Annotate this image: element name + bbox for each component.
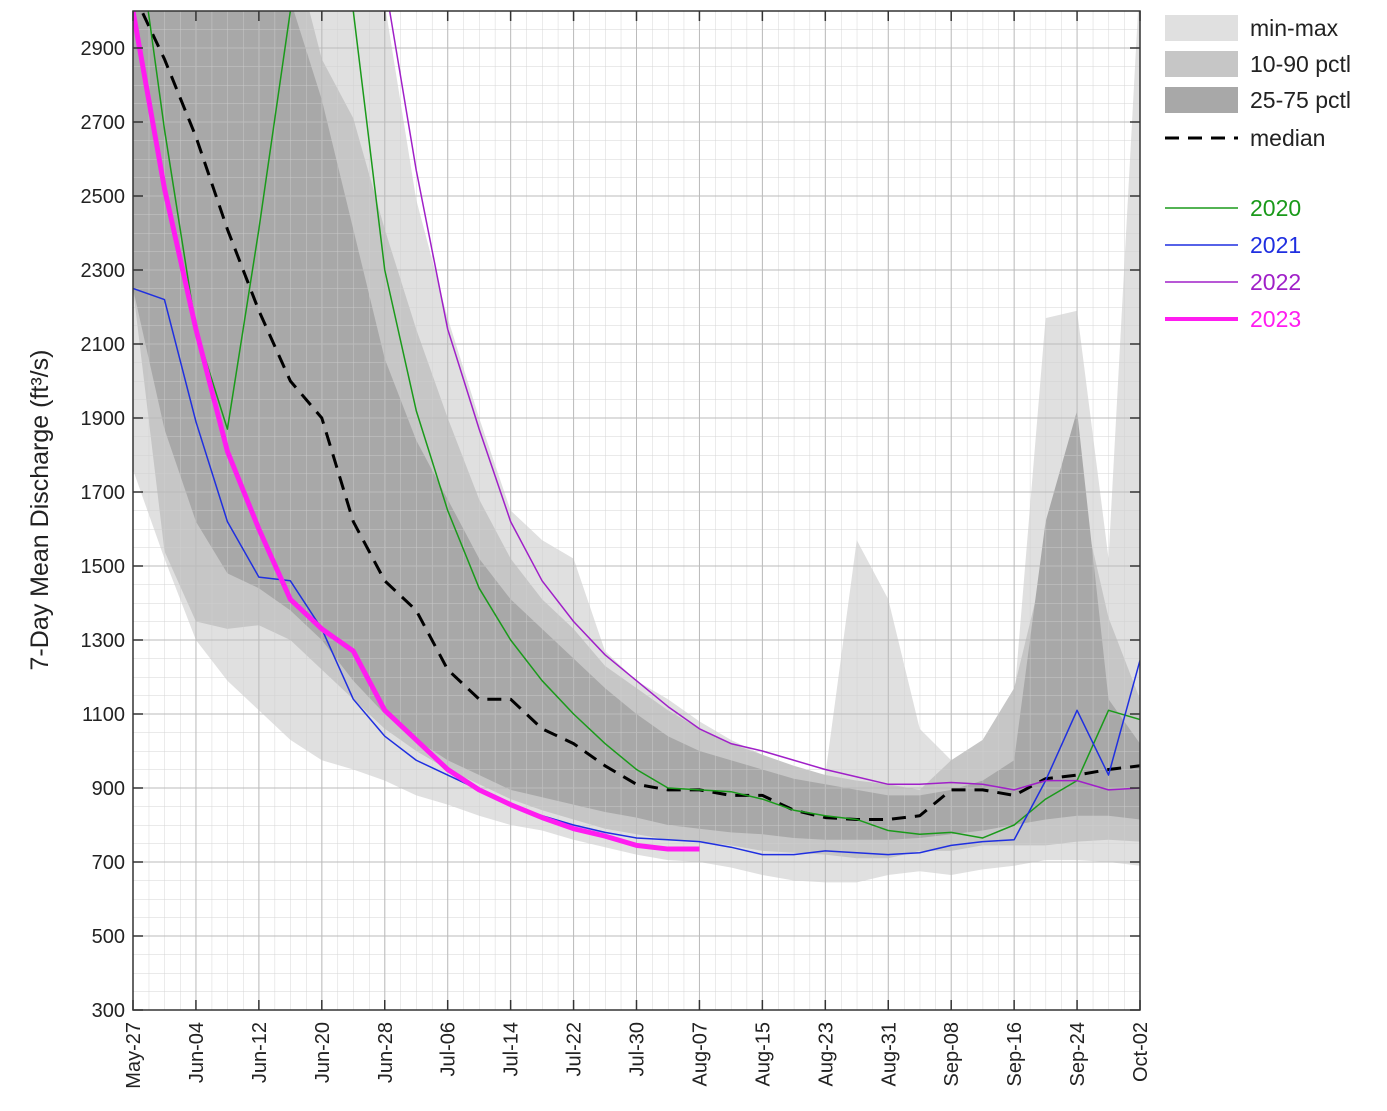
y-tick-label: 900	[92, 778, 125, 800]
plot-area	[133, 11, 1140, 1010]
y-tick-label: 2700	[81, 112, 126, 134]
legend-label: 2023	[1250, 306, 1301, 332]
x-tick-label: May-27	[123, 1022, 145, 1089]
x-tick-label: Jul-14	[501, 1022, 523, 1076]
x-tick-label: Jul-06	[438, 1022, 460, 1076]
y-tick-label: 2300	[81, 260, 126, 282]
x-tick-label: Oct-02	[1130, 1022, 1152, 1082]
x-tick-label: Sep-08	[941, 1022, 963, 1087]
y-tick-label: 1900	[81, 408, 126, 430]
legend-label: 10-90 pctl	[1250, 51, 1351, 77]
y-tick-label: 500	[92, 926, 125, 948]
y-axis-label: 7-Day Mean Discharge (ft³/s)	[26, 350, 54, 671]
legend-label: 2022	[1250, 269, 1301, 295]
x-tick-label: Aug-23	[815, 1022, 837, 1087]
y-tick-label: 2900	[81, 38, 126, 60]
series-line	[388, 11, 1140, 791]
y-tick-label: 1500	[81, 556, 126, 578]
y-tick-label: 1700	[81, 482, 126, 504]
series-line	[133, 287, 1140, 856]
legend-label: 2020	[1250, 195, 1301, 221]
x-tick-label: Sep-24	[1067, 1022, 1089, 1087]
y-tick-label: 2500	[81, 186, 126, 208]
legend-label: 25-75 pctl	[1250, 87, 1351, 113]
y-tick-label: 1300	[81, 630, 126, 652]
x-tick-label: Jun-28	[375, 1022, 397, 1083]
x-tick-label: Jul-30	[627, 1022, 649, 1076]
y-tick-label: 2100	[81, 334, 126, 356]
legend-label: 2021	[1250, 232, 1301, 258]
x-tick-label: Aug-15	[752, 1022, 774, 1087]
x-tick-label: Jun-12	[249, 1022, 271, 1083]
legend-label: min-max	[1250, 15, 1339, 41]
x-tick-label: Jun-04	[186, 1022, 208, 1083]
y-tick-label: 1100	[82, 704, 125, 726]
legend-swatch	[1165, 87, 1238, 113]
x-tick-label: Sep-16	[1004, 1022, 1026, 1087]
series-line	[133, 11, 700, 852]
legend-swatch	[1165, 15, 1238, 41]
y-tick-label: 700	[92, 852, 125, 874]
x-tick-label: Jun-20	[312, 1022, 334, 1083]
legend-label: median	[1250, 125, 1325, 151]
x-tick-label: Aug-31	[878, 1022, 900, 1087]
x-tick-label: Jul-22	[564, 1022, 586, 1076]
series-line	[147, 11, 1140, 839]
y-tick-label: 300	[92, 1000, 125, 1022]
x-tick-label: Aug-07	[689, 1022, 711, 1087]
legend-swatch	[1165, 51, 1238, 77]
